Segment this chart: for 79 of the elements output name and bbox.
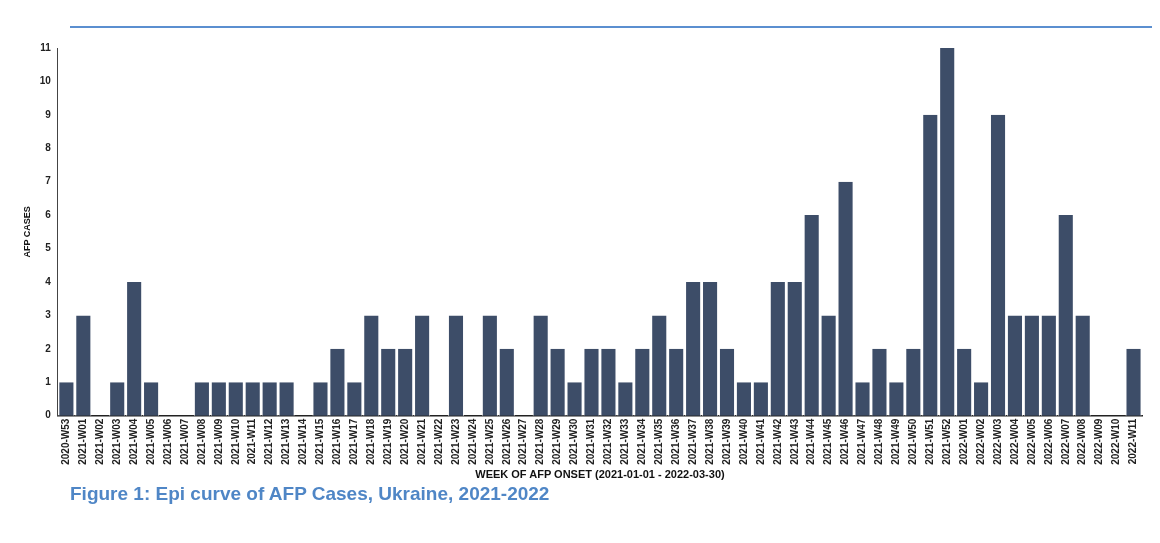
x-tick-label: 2021-W08: [195, 418, 207, 465]
x-tick-label: 2021-W20: [398, 418, 410, 465]
x-axis-title: WEEK OF AFP ONSET (2021-01-01 - 2022-03-30): [475, 468, 725, 481]
caption: Figure 1: Epi curve of AFP Cases, Ukraine, 2021-2022: [70, 483, 551, 505]
x-tick-label: 2021-W40: [737, 418, 749, 465]
x-tick-label: 2020-W53: [60, 418, 72, 465]
x-tick-label: 2021-W01: [77, 418, 89, 465]
y-tick-label: 7: [45, 175, 52, 187]
x-tick-label: 2021-W10: [229, 418, 241, 465]
x-tick-label: 2021-W47: [856, 418, 868, 465]
x-tick-label: 2021-W27: [517, 418, 529, 465]
x-tick-label: 2021-W42: [771, 418, 783, 465]
x-tick-label: 2021-W29: [551, 418, 563, 465]
y-tick-label: 3: [45, 309, 52, 321]
x-tick-label: 2021-W25: [483, 418, 495, 465]
y-tick-label: 5: [45, 242, 52, 254]
y-tick-label: 4: [45, 275, 52, 287]
x-tick-label: 2021-W45: [822, 418, 834, 465]
x-tick-label: 2021-W18: [365, 418, 377, 465]
x-tick-label: 2022-W08: [1076, 418, 1088, 465]
x-tick-label: 2021-W16: [331, 418, 343, 465]
x-tick-label: 2021-W06: [161, 418, 173, 465]
x-tick-label: 2021-W31: [585, 418, 597, 465]
x-tick-label: 2021-W44: [805, 418, 817, 465]
y-tick-label: 8: [45, 142, 52, 154]
x-tick-label: 2021-W37: [686, 418, 698, 465]
x-tick-label: 2021-W03: [110, 418, 122, 465]
x-tick-label: 2021-W32: [602, 418, 614, 465]
x-tick-label: 2022-W01: [957, 418, 969, 465]
x-tick-label: 2021-W43: [788, 418, 800, 465]
x-tick-label: 2021-W28: [534, 418, 546, 465]
x-tick-label: 2021-W23: [449, 418, 461, 465]
x-tick-label: 2021-W39: [720, 418, 732, 465]
y-tick-label: 2: [45, 342, 52, 354]
x-tick-label: 2021-W19: [381, 418, 393, 465]
x-tick-label: 2021-W38: [703, 418, 715, 465]
x-tick-label: 2021-W12: [263, 418, 275, 465]
x-tick-label: 2021-W50: [907, 418, 919, 465]
x-tick-label: 2021-W51: [924, 418, 936, 465]
x-tick-label: 2022-W05: [1025, 418, 1037, 465]
x-tick-label: 2021-W15: [314, 418, 326, 465]
x-tick-label: 2021-W02: [94, 418, 106, 465]
x-tick-label: 2021-W48: [873, 418, 885, 465]
x-tick-label: 2022-W09: [1093, 418, 1105, 465]
x-tick-label: 2021-W09: [212, 418, 224, 465]
x-tick-label: 2022-W11: [1127, 418, 1139, 465]
x-tick-label: 2021-W04: [127, 418, 139, 465]
x-tick-label: 2022-W10: [1110, 418, 1122, 465]
x-tick-label: 2022-W06: [1042, 418, 1054, 465]
x-tick-label: 2022-W02: [974, 418, 986, 465]
x-tick-label: 2021-W30: [568, 418, 580, 465]
x-tick-label: 2021-W05: [144, 418, 156, 465]
y-tick-label: 9: [45, 108, 52, 120]
x-tick-label: 2021-W35: [653, 418, 664, 465]
x-tick-label: 2022-W03: [991, 418, 1003, 465]
x-tick-label: 2021-W17: [348, 418, 360, 465]
x-tick-label: 2021-W33: [619, 418, 631, 465]
x-tick-label: 2021-W14: [297, 418, 309, 465]
x-tick-label: 2021-W36: [669, 418, 681, 465]
x-tick-label: 2021-W24: [466, 418, 478, 465]
y-axis-title: AFP CASES: [21, 206, 32, 258]
x-tick-label: 2021-W52: [940, 418, 952, 465]
x-tick-label: 2022-W07: [1059, 418, 1071, 465]
x-tick-label: 2021-W34: [636, 418, 648, 465]
x-tick-label: 2021-W46: [839, 418, 851, 465]
x-tick-label: 2021-W41: [754, 418, 766, 465]
x-tick-label: 2021-W49: [890, 418, 902, 465]
x-tick-label: 2021-W07: [178, 418, 190, 465]
x-tick-label: 2021-W26: [500, 418, 512, 465]
x-tick-label: 2021-W21: [415, 418, 427, 465]
y-tick-label: 6: [45, 208, 52, 220]
y-tick-label: 0: [45, 409, 52, 421]
y-tick-label: 1: [45, 375, 52, 387]
x-tick-label: 2021-W13: [280, 418, 292, 465]
y-tick-label: 11: [40, 41, 52, 53]
x-tick-label: 2022-W04: [1008, 418, 1020, 465]
y-tick-label: 10: [39, 75, 52, 87]
x-tick-label: 2021-W11: [246, 418, 258, 465]
x-tick-label: 2021-W22: [432, 418, 444, 465]
